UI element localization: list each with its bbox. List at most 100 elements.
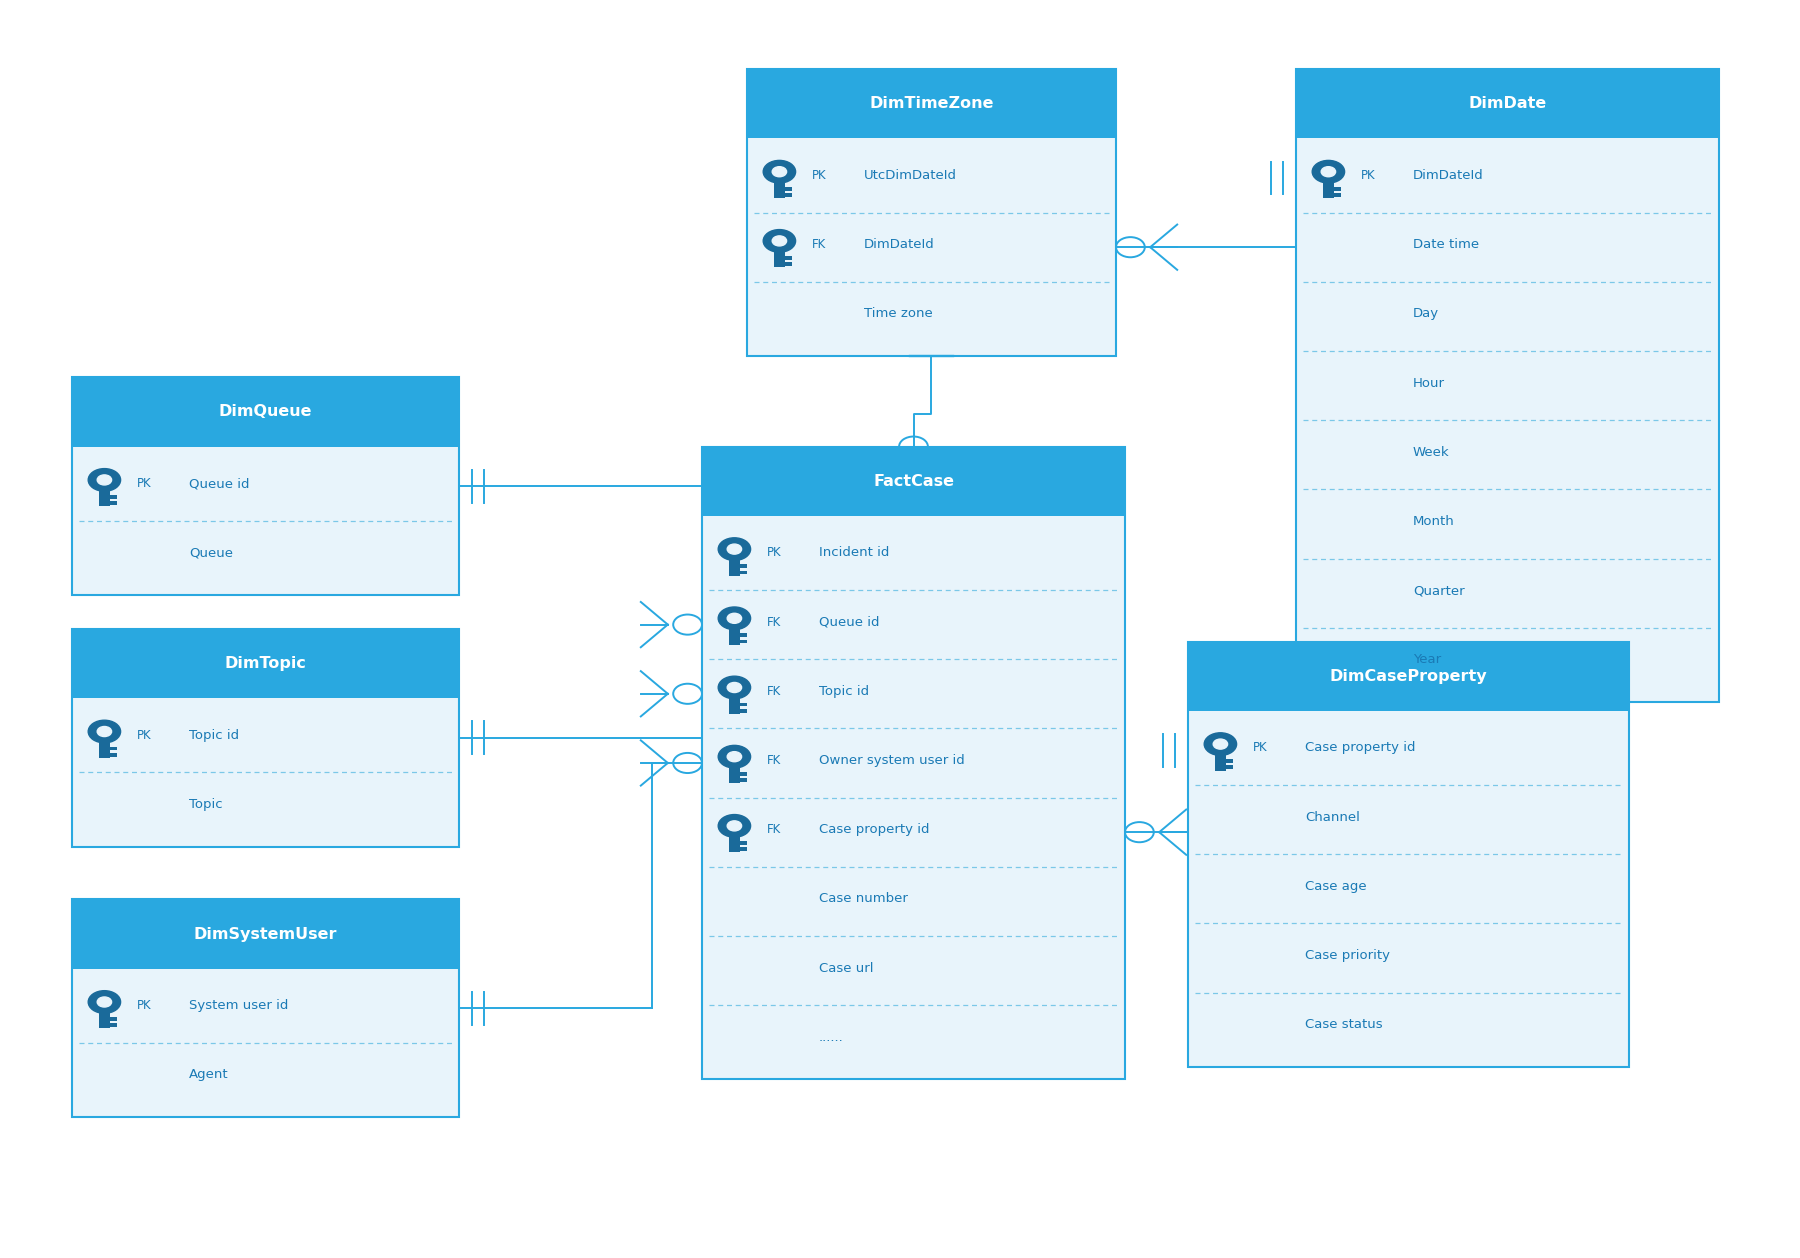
Text: Quarter: Quarter [1413,584,1465,598]
Bar [729,765,740,782]
Text: Incident id: Incident id [819,546,889,560]
Bar [110,1024,117,1027]
Text: FK: FK [812,238,826,252]
Bar [72,377,459,447]
Text: Topic id: Topic id [189,728,239,742]
Text: PK: PK [1361,169,1375,182]
Bar [72,698,459,847]
Circle shape [97,726,112,737]
Bar [740,772,747,775]
Circle shape [1312,161,1345,182]
Text: FK: FK [767,615,781,629]
Bar [740,777,747,782]
Bar [785,186,792,190]
Bar [747,138,1116,356]
Circle shape [772,167,787,176]
Bar [72,969,459,1117]
Text: Case property id: Case property id [819,823,929,837]
Bar [740,848,747,850]
Bar [747,69,1116,356]
Bar [110,752,117,757]
Text: DimCaseProperty: DimCaseProperty [1330,669,1487,683]
Text: DimDateId: DimDateId [1413,169,1483,182]
Bar [72,629,459,698]
Bar [99,488,110,507]
Text: Case age: Case age [1305,879,1366,893]
Bar [740,842,747,845]
Text: PK: PK [137,999,151,1013]
Text: Queue id: Queue id [819,615,880,629]
Bar [1188,642,1629,1067]
Bar [774,180,785,199]
Text: Channel: Channel [1305,810,1359,824]
Bar [1334,186,1341,190]
Text: DimDateId: DimDateId [864,238,934,252]
Bar [1226,765,1233,770]
Bar [1334,192,1341,198]
Circle shape [763,230,796,253]
Bar [774,249,785,268]
Circle shape [727,543,742,554]
Circle shape [718,677,751,699]
Text: Agent: Agent [189,1068,229,1082]
Bar [747,69,1116,138]
Text: Year: Year [1413,653,1442,667]
Text: DimTopic: DimTopic [225,657,306,671]
Text: FK: FK [767,823,781,837]
Circle shape [718,537,751,560]
Text: Queue: Queue [189,546,232,560]
Bar [110,496,117,499]
Text: Time zone: Time zone [864,307,932,321]
Circle shape [727,821,742,830]
Bar [740,634,747,637]
Text: FK: FK [767,684,781,698]
Bar [729,694,740,715]
Bar [99,740,110,757]
Text: PK: PK [137,477,151,491]
Text: Day: Day [1413,307,1440,321]
Bar [99,1009,110,1029]
Text: DimDate: DimDate [1469,97,1546,111]
Circle shape [88,991,121,1014]
Text: UtcDimDateId: UtcDimDateId [864,169,958,182]
Bar [72,377,459,595]
Circle shape [718,745,751,767]
Text: DimSystemUser: DimSystemUser [194,927,337,941]
Bar [1296,69,1719,702]
Bar [702,447,1125,516]
Circle shape [88,468,121,491]
Circle shape [727,613,742,624]
Text: Case priority: Case priority [1305,949,1390,962]
Bar [740,702,747,707]
Circle shape [88,720,121,742]
Text: Week: Week [1413,445,1449,459]
Circle shape [718,815,751,838]
Text: System user id: System user id [189,999,288,1013]
Circle shape [97,474,112,484]
Bar [110,747,117,750]
Text: Date time: Date time [1413,238,1480,252]
Bar [740,571,747,574]
Bar [785,263,792,267]
Circle shape [727,682,742,692]
Circle shape [1213,740,1228,750]
Bar [72,629,459,847]
Circle shape [97,996,112,1006]
Text: Case url: Case url [819,961,873,975]
Text: FactCase: FactCase [873,474,954,488]
Text: Case property id: Case property id [1305,741,1415,755]
Bar [1188,711,1629,1067]
Text: Topic: Topic [189,798,223,811]
Text: PK: PK [767,546,781,560]
Bar [1226,759,1233,762]
Text: FK: FK [767,754,781,767]
Bar [110,1016,117,1021]
Circle shape [1321,167,1336,176]
Bar [1323,180,1334,199]
Bar [1188,642,1629,711]
Text: Owner system user id: Owner system user id [819,754,965,767]
Text: ......: ...... [819,1030,844,1044]
Circle shape [763,161,796,182]
Bar [702,447,1125,1079]
Text: Queue id: Queue id [189,477,250,491]
